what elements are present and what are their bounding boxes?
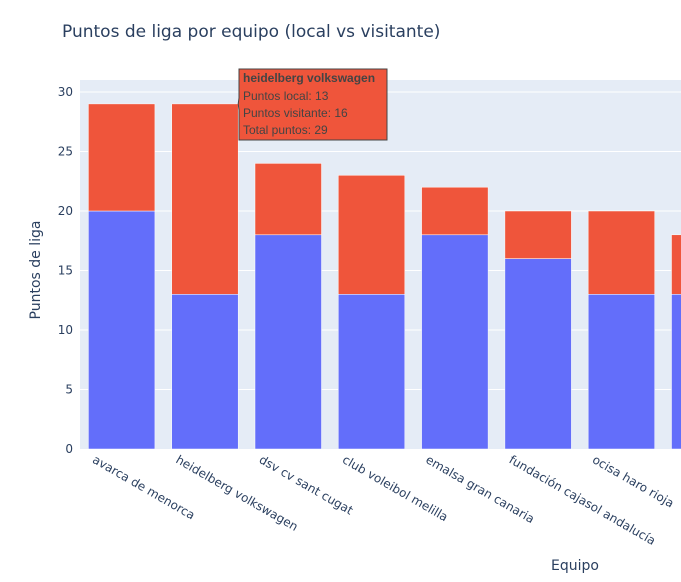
- y-tick-label: 15: [58, 264, 73, 278]
- bar-local[interactable]: [88, 210, 156, 450]
- tooltip-line-total: Total puntos: 29: [243, 123, 328, 137]
- y-axis-title: Puntos de liga: [28, 221, 44, 320]
- bar-visitante[interactable]: [504, 210, 572, 259]
- bar-visitante[interactable]: [587, 210, 655, 295]
- tooltip-title: heidelberg volkswagen: [243, 71, 375, 85]
- y-tick-label: 30: [58, 85, 73, 99]
- x-tick-label: ocisa haro rioja: [590, 452, 676, 510]
- x-tick-label: fundación cajasol andalucía: [507, 452, 658, 547]
- bar-visitante[interactable]: [421, 186, 489, 236]
- hover-tooltip: heidelberg volkswagen Puntos local: 13 P…: [237, 68, 388, 141]
- bar-local[interactable]: [587, 294, 655, 450]
- bar-visitante[interactable]: [254, 163, 322, 236]
- y-tick-labels: 0 5 10 15 20 25 30: [58, 85, 73, 456]
- x-axis-title: Equipo: [551, 558, 599, 574]
- bar-local[interactable]: [504, 258, 572, 450]
- y-tick-label: 0: [65, 442, 73, 456]
- bars[interactable]: [88, 103, 681, 450]
- tooltip-line-visitante: Puntos visitante: 16: [243, 106, 348, 120]
- bar-visitante[interactable]: [671, 234, 681, 295]
- bar-local[interactable]: [254, 234, 322, 450]
- y-tick-label: 25: [58, 145, 73, 159]
- bar-local[interactable]: [338, 294, 406, 450]
- chart-title: Puntos de liga por equipo (local vs visi…: [62, 22, 440, 42]
- bar-visitante[interactable]: [88, 103, 156, 212]
- tooltip-line-local: Puntos local: 13: [243, 89, 329, 103]
- bar-visitante[interactable]: [338, 175, 406, 295]
- y-tick-label: 20: [58, 204, 73, 218]
- tooltip-box: [237, 68, 388, 141]
- bar-local[interactable]: [671, 294, 681, 450]
- bar-visitante[interactable]: [171, 103, 239, 295]
- bar-local[interactable]: [171, 294, 239, 450]
- y-tick-label: 10: [58, 323, 73, 337]
- bar-local[interactable]: [421, 234, 489, 450]
- y-tick-label: 5: [65, 383, 73, 397]
